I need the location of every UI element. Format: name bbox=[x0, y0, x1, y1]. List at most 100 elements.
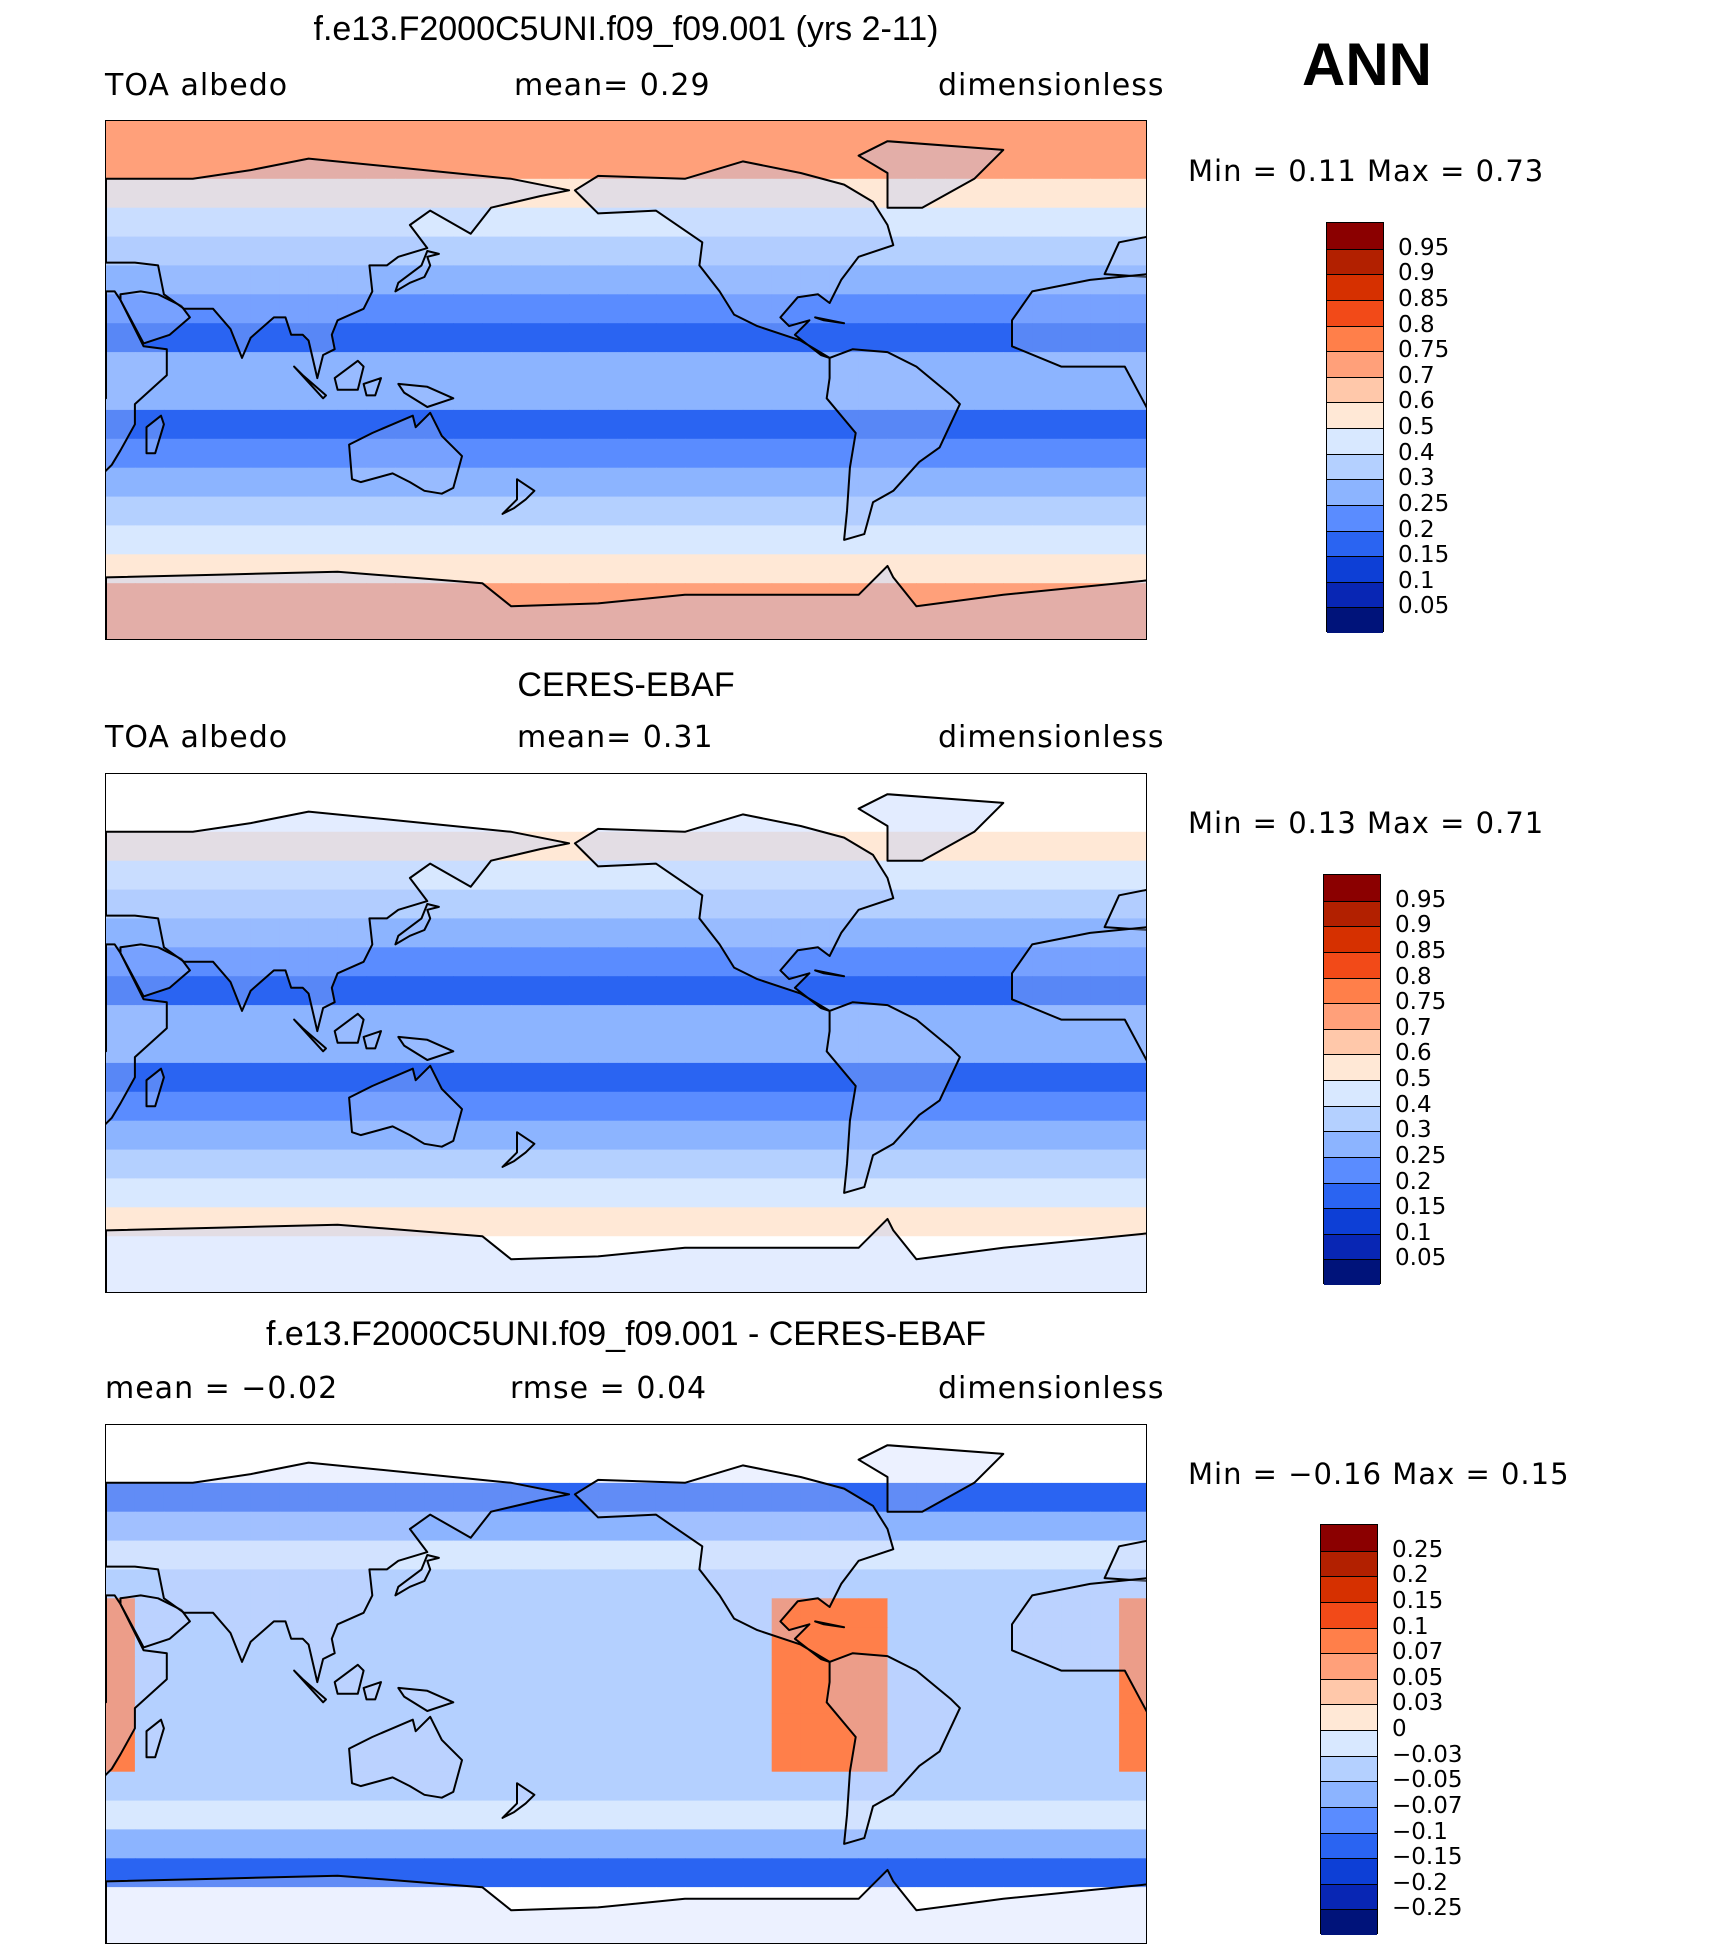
colorbar-swatch bbox=[1321, 1678, 1377, 1705]
field-cell bbox=[308, 1858, 339, 1888]
field-cell bbox=[250, 1598, 281, 1628]
field-cell bbox=[163, 1120, 194, 1151]
field-cell bbox=[106, 149, 136, 180]
field-cell bbox=[916, 467, 946, 498]
field-cell bbox=[1032, 1627, 1062, 1657]
colorbar-label: 0.4 bbox=[1395, 1091, 1432, 1118]
field-cell bbox=[829, 918, 860, 948]
field-cell bbox=[887, 1034, 917, 1064]
field-cell bbox=[337, 831, 368, 862]
field-cell bbox=[337, 323, 368, 353]
field-cell bbox=[366, 467, 396, 498]
field-cell bbox=[569, 1540, 599, 1571]
field-cell bbox=[569, 381, 599, 411]
colorbar-label: 0.05 bbox=[1398, 593, 1450, 620]
field-cell bbox=[916, 860, 946, 891]
field-cell bbox=[713, 889, 744, 920]
field-cell bbox=[424, 1800, 454, 1831]
field-cell bbox=[800, 1034, 831, 1064]
field-cell bbox=[916, 1713, 946, 1744]
field-cell bbox=[395, 1005, 425, 1035]
field-cell bbox=[250, 121, 281, 151]
field-cell bbox=[1119, 1178, 1146, 1208]
field-cell bbox=[858, 409, 889, 440]
field-cell bbox=[192, 1149, 223, 1180]
field-cell bbox=[569, 1207, 599, 1237]
field-cell bbox=[858, 1771, 889, 1802]
colorbar-label: 0.25 bbox=[1392, 1536, 1444, 1563]
field-cell bbox=[800, 178, 831, 209]
field-cell bbox=[800, 976, 831, 1006]
field-cell bbox=[366, 1742, 396, 1773]
field-cell bbox=[627, 1685, 657, 1715]
field-cell bbox=[598, 1482, 628, 1513]
field-cell bbox=[395, 1091, 425, 1122]
colorbar-swatch bbox=[1324, 951, 1380, 978]
field-cell bbox=[800, 1540, 831, 1571]
coastline bbox=[857, 140, 1005, 209]
field-cell bbox=[1032, 889, 1062, 920]
field-cell bbox=[829, 496, 860, 527]
field-cell bbox=[598, 352, 628, 382]
field-cell bbox=[540, 1685, 570, 1715]
field-cell bbox=[1119, 860, 1146, 891]
field-cell bbox=[424, 265, 454, 295]
field-cell bbox=[1003, 1482, 1033, 1513]
field-cell bbox=[684, 918, 715, 948]
field-cell bbox=[655, 121, 686, 151]
coastline bbox=[394, 250, 440, 293]
field-cell bbox=[887, 554, 917, 584]
field-cell bbox=[308, 1091, 339, 1122]
field-cell bbox=[800, 831, 831, 862]
field-cell bbox=[106, 1034, 136, 1064]
colorbar-label: 0.3 bbox=[1398, 465, 1435, 492]
field-cell bbox=[771, 438, 802, 469]
field-cell bbox=[655, 265, 686, 295]
field-cell bbox=[627, 525, 657, 555]
field-cell bbox=[250, 381, 281, 411]
field-cell bbox=[366, 1800, 396, 1831]
field-cell bbox=[627, 1120, 657, 1151]
field-cell bbox=[106, 1858, 136, 1888]
field-cell bbox=[1090, 583, 1120, 613]
field-cell bbox=[800, 1482, 831, 1513]
field-cell bbox=[192, 583, 223, 613]
field-cell bbox=[1090, 554, 1120, 584]
field-cell bbox=[453, 1005, 483, 1035]
field-cell bbox=[192, 438, 223, 469]
field-cell bbox=[684, 1178, 715, 1208]
field-cell bbox=[974, 860, 1004, 891]
field-cell bbox=[221, 236, 252, 267]
field-cell bbox=[916, 1656, 946, 1686]
colorbar-label: 0.15 bbox=[1392, 1587, 1444, 1614]
field-cell bbox=[974, 554, 1004, 584]
field-cell bbox=[1032, 612, 1062, 639]
field-cell bbox=[742, 1511, 773, 1542]
field-cell bbox=[337, 554, 368, 584]
field-cell bbox=[279, 889, 310, 920]
field-cell bbox=[1032, 178, 1062, 209]
field-cell bbox=[627, 1569, 657, 1599]
field-cell bbox=[163, 438, 194, 469]
field-cell bbox=[945, 1627, 975, 1657]
field-cell bbox=[887, 612, 917, 639]
field-cell bbox=[1119, 1771, 1146, 1802]
field-cell bbox=[713, 323, 744, 353]
field-cell bbox=[134, 1511, 165, 1542]
field-cell bbox=[221, 467, 252, 498]
field-cell bbox=[106, 1178, 136, 1208]
field-cell bbox=[221, 918, 252, 948]
field-cell bbox=[655, 149, 686, 180]
field-cell bbox=[1003, 525, 1033, 555]
field-cell bbox=[192, 1062, 223, 1093]
field-cell bbox=[308, 1207, 339, 1237]
field-cell bbox=[482, 1091, 512, 1122]
field-cell bbox=[511, 1207, 541, 1237]
field-cell bbox=[829, 294, 860, 324]
field-cell bbox=[771, 889, 802, 920]
field-cell bbox=[482, 947, 512, 977]
field-cell bbox=[308, 889, 339, 920]
field-cell bbox=[974, 381, 1004, 411]
field-cell bbox=[684, 860, 715, 891]
field-cell bbox=[569, 323, 599, 353]
